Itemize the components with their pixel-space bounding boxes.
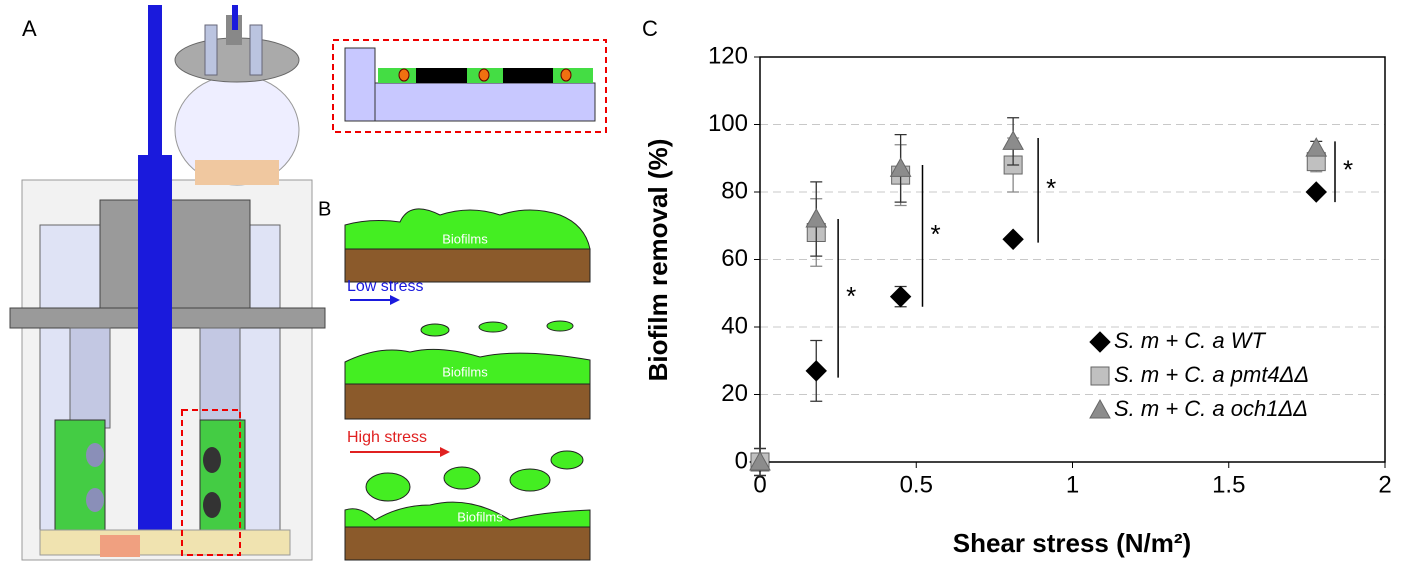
data-point xyxy=(889,285,912,308)
plot-frame xyxy=(759,56,1386,463)
stress-diagram xyxy=(344,208,591,561)
significance-star: * xyxy=(1046,173,1056,203)
y-tick-label: 60 xyxy=(721,245,748,272)
data-point xyxy=(805,360,827,382)
high-stress-label: High stress xyxy=(347,429,427,446)
data-point xyxy=(805,207,828,228)
data-point xyxy=(889,157,912,177)
y-tick-label: 100 xyxy=(708,110,748,137)
y-tick-label: 120 xyxy=(708,42,748,69)
inset-diagram xyxy=(332,39,607,133)
y-tick-label: 20 xyxy=(721,380,748,407)
data-point xyxy=(749,450,771,471)
legend-marker xyxy=(1089,331,1111,353)
significance-star: * xyxy=(931,219,941,249)
x-tick-label: 1.5 xyxy=(1212,471,1245,498)
x-tick-label: 0 xyxy=(753,471,766,498)
x-tick-label: 1 xyxy=(1066,471,1079,498)
legend-marker xyxy=(1090,366,1110,386)
panel-label: C xyxy=(642,16,658,41)
panel-label: B xyxy=(318,198,331,220)
y-tick-label: 40 xyxy=(721,312,748,339)
data-point xyxy=(1002,228,1024,250)
significance-star: * xyxy=(846,281,856,311)
y-axis-title: Biofilm removal (%) xyxy=(643,139,673,382)
significance-star: * xyxy=(1343,155,1353,185)
y-tick-label: 0 xyxy=(735,447,748,474)
panel-label: A xyxy=(22,16,37,41)
legend-marker xyxy=(1089,398,1111,419)
legend-label: S. m + C. a pmt4ΔΔ xyxy=(1114,362,1309,387)
biofilm-label: Biofilms xyxy=(442,231,488,246)
x-tick-label: 2 xyxy=(1378,471,1391,498)
apparatus-diagram xyxy=(9,5,326,561)
data-point xyxy=(1305,137,1328,157)
y-tick-label: 80 xyxy=(721,177,748,204)
biofilm-label: Biofilms xyxy=(457,509,503,524)
legend-label: S. m + C. a och1ΔΔ xyxy=(1114,396,1308,421)
legend-label: S. m + C. a WT xyxy=(1114,328,1267,353)
data-point xyxy=(1002,130,1024,150)
x-tick-label: 0.5 xyxy=(900,471,933,498)
low-stress-label: Low stress xyxy=(347,278,423,295)
data-point xyxy=(1305,181,1327,203)
x-axis-title: Shear stress (N/m²) xyxy=(953,528,1191,558)
biofilm-label: Biofilms xyxy=(442,364,488,379)
